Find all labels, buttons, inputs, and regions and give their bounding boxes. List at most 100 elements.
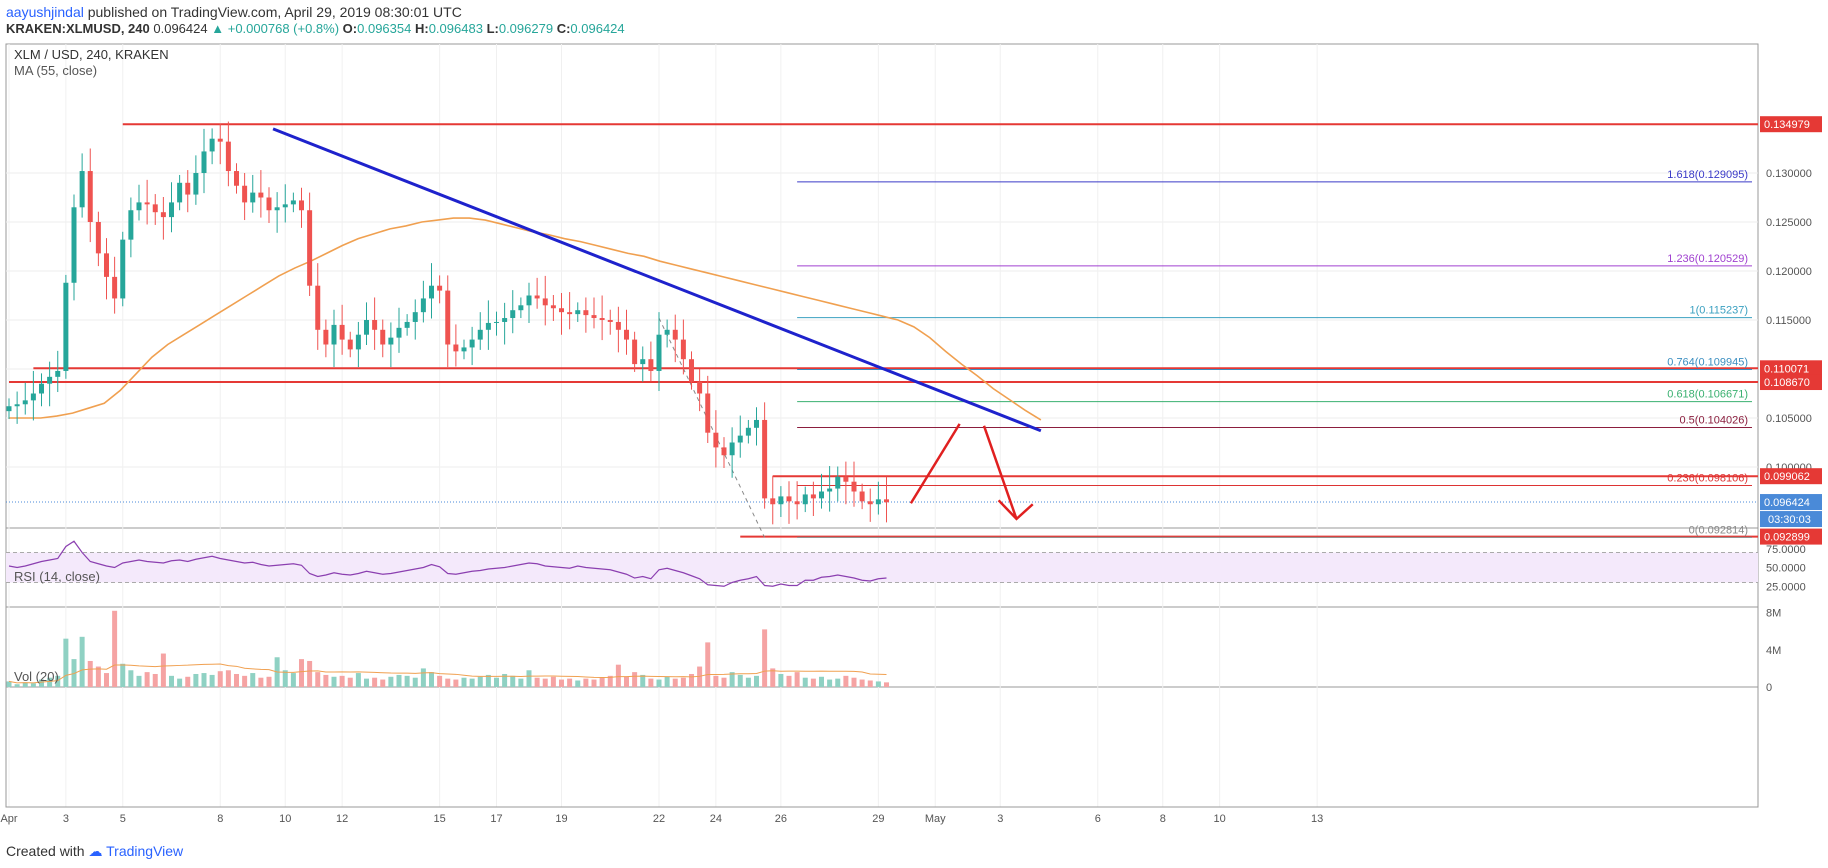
- rsi-tick: 25.0000: [1766, 581, 1806, 593]
- volume-bar: [648, 678, 654, 687]
- publisher-line: aayushjindal published on TradingView.co…: [6, 4, 462, 20]
- candle-bullish: [30, 370, 36, 421]
- candle-bearish: [624, 309, 629, 355]
- date-tick: 24: [710, 813, 722, 825]
- volume-bar: [30, 683, 36, 687]
- horizontal-levels: 1.618(0.129095) 1.236(0.120529) 1(0.115237…: [6, 123, 1758, 538]
- volume-bar: [640, 674, 646, 687]
- date-tick: 8: [217, 813, 223, 825]
- candle-bearish: [867, 488, 873, 522]
- candle-bearish: [859, 483, 865, 510]
- price-axis[interactable]: 0.1300000.1250000.1200000.1150000.110000…: [1760, 116, 1822, 694]
- grid: [6, 44, 1758, 807]
- candle-bullish: [404, 314, 410, 336]
- bearish-trend-line[interactable]: [272, 127, 1042, 433]
- candle-bullish: [209, 128, 215, 165]
- trend-line[interactable]: [272, 127, 1042, 433]
- volume-bar: [323, 674, 329, 687]
- candle-bearish: [453, 324, 459, 367]
- volume-bar: [453, 679, 459, 687]
- volume-bar: [526, 670, 532, 687]
- price-tick: 0.125000: [1766, 217, 1812, 229]
- candle-bullish: [802, 486, 808, 513]
- volume-bar: [347, 677, 353, 687]
- volume-bar: [656, 679, 662, 687]
- volume-bar: [461, 677, 467, 687]
- candle-bearish: [697, 369, 703, 412]
- candle-bullish: [469, 326, 475, 366]
- volume-bar: [193, 673, 199, 687]
- volume-bar: [624, 676, 629, 687]
- candle-bullish: [640, 346, 646, 382]
- price-tick: 0.115000: [1766, 315, 1811, 327]
- candle-bullish: [250, 174, 256, 213]
- volume-bar: [112, 610, 118, 687]
- candle-bullish: [120, 231, 126, 307]
- author-link[interactable]: aayushjindal: [6, 4, 84, 20]
- fib-level-label: 0.5(0.104026): [1680, 415, 1749, 427]
- ma-55-path: [9, 217, 1042, 421]
- price-tick: 0.120000: [1766, 266, 1812, 278]
- candle-bullish: [745, 419, 751, 444]
- volume-bar: [867, 680, 873, 687]
- volume-bar: [575, 680, 581, 687]
- ma-55-line: [9, 217, 1042, 421]
- close-value: 0.096424: [570, 21, 625, 36]
- volume-bar: [542, 678, 548, 687]
- volume-bar: [160, 653, 166, 687]
- candle-bearish: [770, 475, 776, 525]
- low-value: 0.096279: [498, 21, 554, 36]
- volume-bar: [234, 673, 239, 687]
- volume-bar: [104, 673, 109, 687]
- date-tick: 29: [872, 813, 884, 825]
- volume-bar: [664, 676, 670, 687]
- volume-bar: [762, 629, 768, 687]
- date-axis[interactable]: Apr 3 5 8 10 12 15 17 19 22 24 26 29 May 3 6 8 10 13: [0, 806, 1758, 825]
- date-tick: 3: [63, 813, 69, 825]
- volume-bar: [778, 673, 784, 687]
- countdown-tag: [1760, 511, 1822, 528]
- candle-bullish: [47, 361, 53, 407]
- candles: [6, 121, 889, 525]
- volume-bar: [770, 668, 776, 687]
- candle-bearish: [567, 292, 573, 330]
- candle-bearish: [144, 179, 150, 225]
- chart-frame: [5, 43, 1759, 808]
- volume-bar: [591, 679, 597, 687]
- rsi-line: [8, 540, 887, 587]
- candle-bullish: [819, 473, 824, 509]
- volume-bar: [169, 675, 174, 687]
- volume-bar: [136, 675, 142, 687]
- date-tick: 10: [1214, 813, 1226, 825]
- level-price-label: 0.108670: [1764, 377, 1810, 389]
- candle-bullish: [274, 192, 280, 233]
- level-price-tag: [1760, 116, 1822, 133]
- candle-bullish: [128, 197, 134, 258]
- candle-bullish: [754, 407, 759, 446]
- open-label: O:: [342, 21, 358, 36]
- candle-bullish: [494, 311, 499, 336]
- candle-bearish: [583, 297, 589, 333]
- current-price-tag: [1760, 494, 1822, 511]
- candle-bullish: [364, 302, 369, 345]
- up-arrow-icon: [909, 423, 961, 504]
- volume-bar: [217, 671, 223, 687]
- volume-bar: [420, 668, 426, 687]
- tradingview-link[interactable]: TradingView: [106, 843, 184, 859]
- volume-bar: [47, 677, 53, 687]
- candle-bullish: [169, 182, 174, 233]
- volume-bar: [729, 672, 735, 687]
- candle-bearish: [721, 437, 727, 468]
- volume-bar: [250, 673, 256, 687]
- rsi-tick: 75.0000: [1766, 544, 1806, 556]
- volume-bar: [494, 677, 499, 687]
- volume-bar: [437, 675, 443, 687]
- fib-level-label: 0.764(0.109945): [1667, 357, 1748, 369]
- volume-bar: [583, 678, 589, 687]
- price-chart[interactable]: 1.618(0.129095) 1.236(0.120529) 1(0.115237…: [0, 40, 1828, 848]
- candle-bearish: [648, 341, 654, 382]
- volume-bar: [307, 660, 313, 687]
- volume-bar: [689, 673, 694, 687]
- candle-bullish: [79, 153, 85, 218]
- volume-bar: [550, 676, 556, 687]
